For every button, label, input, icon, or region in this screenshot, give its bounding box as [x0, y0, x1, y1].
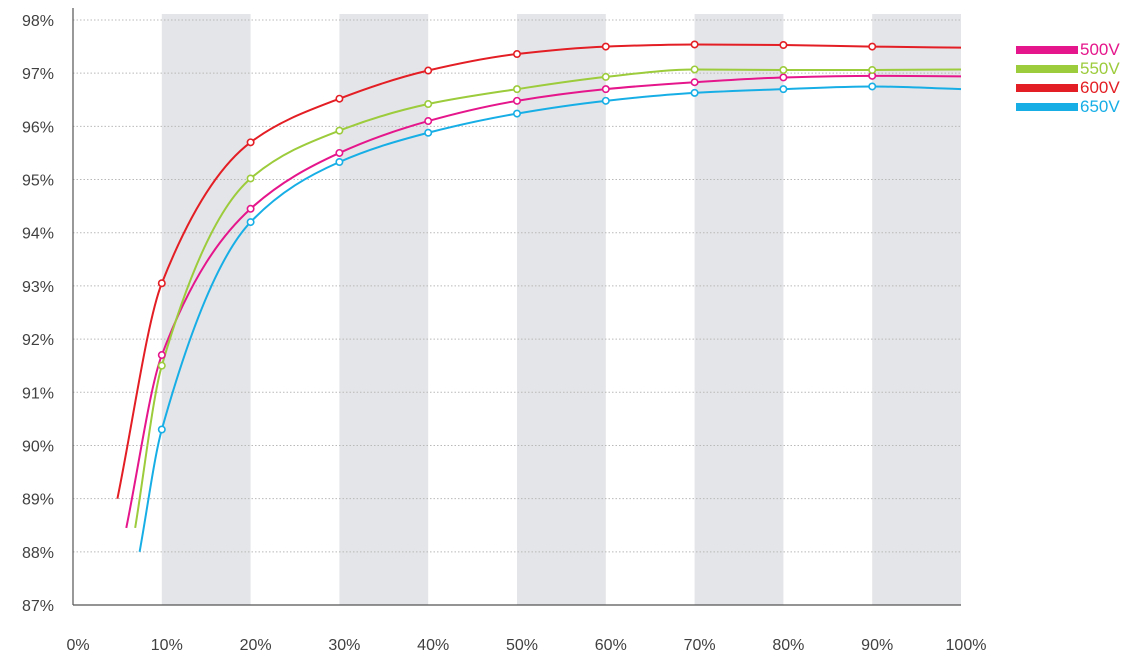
- legend-item-550v: 550V: [1016, 59, 1126, 78]
- x-tick-label: 60%: [595, 637, 627, 654]
- data-point-650v: [779, 85, 788, 94]
- y-tick-label: 94%: [22, 226, 54, 243]
- y-tick-label: 96%: [22, 119, 54, 136]
- legend-label-500v: 500V: [1080, 40, 1120, 59]
- data-point-500v: [246, 204, 255, 213]
- background-band-4: [872, 14, 961, 605]
- data-point-600v: [601, 42, 610, 51]
- axes: [72, 8, 961, 606]
- legend-swatch-550v: [1016, 64, 1078, 73]
- data-point-650v: [246, 218, 255, 227]
- x-tick-label: 20%: [240, 637, 272, 654]
- legend-swatch-500v: [1016, 45, 1078, 54]
- data-point-550v: [512, 85, 521, 94]
- data-point-600v: [868, 42, 877, 51]
- data-point-500v: [157, 351, 166, 360]
- x-tick-label: 90%: [861, 637, 893, 654]
- y-tick-label: 88%: [22, 545, 54, 562]
- data-point-550v: [601, 72, 610, 81]
- x-tick-label: 50%: [506, 637, 538, 654]
- background-band-2: [517, 14, 606, 605]
- data-point-550v: [157, 361, 166, 370]
- x-tick-label: 80%: [772, 637, 804, 654]
- data-point-500v: [424, 117, 433, 126]
- y-tick-label: 92%: [22, 332, 54, 349]
- background-band-1: [339, 14, 429, 605]
- data-point-550v: [335, 126, 344, 135]
- y-tick-label: 95%: [22, 173, 54, 190]
- x-tick-label: 70%: [684, 637, 716, 654]
- data-point-650v: [690, 88, 699, 97]
- y-tick-label: 89%: [22, 492, 54, 509]
- legend-label-550v: 550V: [1080, 59, 1120, 78]
- y-tick-label: 91%: [22, 385, 54, 402]
- x-tick-label: 10%: [151, 637, 183, 654]
- data-point-550v: [424, 100, 433, 109]
- data-point-600v: [424, 66, 433, 75]
- data-point-600v: [512, 50, 521, 59]
- legend: 500V 550V 600V 650V: [1016, 40, 1126, 116]
- y-tick-label: 98%: [22, 13, 54, 30]
- series-markers: [157, 40, 877, 434]
- series-line-500v: [125, 74, 962, 529]
- y-tick-labels: 87% 88% 89% 90% 91% 92% 93% 94% 95% 96% 97% 98%: [22, 13, 54, 615]
- legend-swatch-600v: [1016, 83, 1078, 92]
- y-tick-label: 87%: [22, 598, 54, 615]
- data-point-650v: [512, 109, 521, 118]
- data-point-650v: [868, 82, 877, 91]
- data-point-550v: [779, 65, 788, 74]
- y-tick-label: 97%: [22, 66, 54, 83]
- data-point-550v: [246, 174, 255, 183]
- data-point-600v: [690, 40, 699, 49]
- data-point-550v: [868, 65, 877, 74]
- legend-label-650v: 650V: [1080, 97, 1120, 116]
- data-point-500v: [779, 73, 788, 82]
- x-tick-labels: 0% 10% 20% 30% 40% 50% 60% 70% 80% 90% 100%: [66, 637, 986, 654]
- background-bands: [161, 14, 961, 605]
- data-point-600v: [246, 138, 255, 147]
- data-point-550v: [690, 65, 699, 74]
- legend-label-600v: 600V: [1080, 78, 1120, 97]
- y-tick-label: 93%: [22, 279, 54, 296]
- x-tick-label: 0%: [66, 637, 89, 654]
- gridlines: [73, 19, 961, 553]
- x-tick-label: 100%: [946, 637, 987, 654]
- data-point-600v: [157, 279, 166, 288]
- series-line-550v: [134, 68, 962, 529]
- background-band-3: [694, 14, 784, 605]
- data-point-500v: [335, 148, 344, 157]
- data-point-600v: [779, 40, 788, 49]
- x-tick-label: 40%: [417, 637, 449, 654]
- background-band-0: [161, 14, 251, 605]
- data-point-500v: [690, 78, 699, 87]
- y-tick-label: 90%: [22, 438, 54, 455]
- legend-item-650v: 650V: [1016, 97, 1126, 116]
- data-point-650v: [157, 425, 166, 434]
- x-tick-label: 30%: [328, 637, 360, 654]
- data-point-650v: [335, 157, 344, 166]
- series-line-650v: [138, 85, 962, 552]
- data-point-600v: [335, 94, 344, 103]
- series-line-600v: [116, 43, 962, 499]
- legend-swatch-650v: [1016, 102, 1078, 111]
- data-point-650v: [601, 96, 610, 105]
- series-lines: [116, 43, 962, 552]
- legend-item-600v: 600V: [1016, 78, 1126, 97]
- data-point-500v: [601, 85, 610, 94]
- legend-item-500v: 500V: [1016, 40, 1126, 59]
- data-point-500v: [512, 96, 521, 105]
- data-point-650v: [424, 128, 433, 137]
